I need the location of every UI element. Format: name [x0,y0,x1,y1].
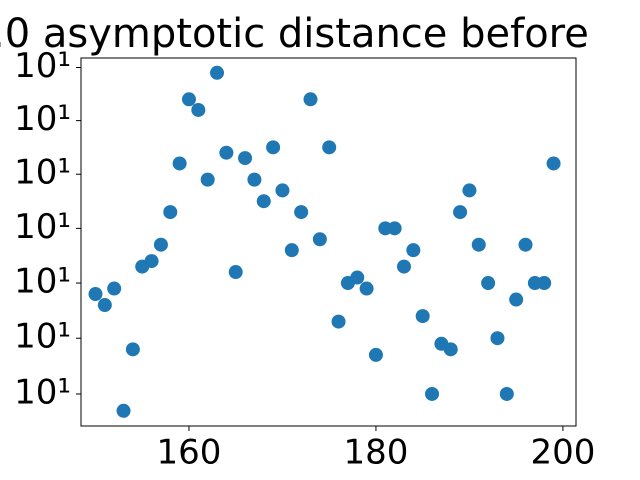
scatter-point [275,183,290,198]
scatter-point [200,172,215,187]
scatter-point [415,309,430,324]
scatter-point [359,281,374,296]
scatter-point [97,298,112,313]
scatter-point [219,145,234,160]
scatter-point [284,243,299,258]
scatter-point [322,140,337,155]
scatter-point [210,65,225,80]
scatter-point [144,254,159,269]
scatter-point [490,331,505,346]
scatter-point [247,172,262,187]
scatter-point [499,386,514,401]
scatter-point [191,102,206,117]
scatter-point [312,232,327,247]
y-tick-label: 10¹ [14,207,71,247]
scatter-point [406,243,421,258]
y-tick-label: 10¹ [14,262,71,302]
y-tick-label: 10¹ [14,99,71,139]
scatter-point [387,221,402,236]
chart-title: .0 asymptotic distance before [0,11,589,57]
scatter-point [425,386,440,401]
scatter-point [294,205,309,220]
scatter-point [453,205,468,220]
scatter-point [228,265,243,280]
scatter-point [546,156,561,171]
scatter-point [509,292,524,307]
x-tick-label: 180 [343,433,408,473]
scatter-point [303,92,318,107]
scatter-point [116,403,131,418]
scatter-point [88,287,103,302]
scatter-point [462,183,477,198]
scatter-point [471,237,486,252]
scatter-point [537,276,552,291]
y-tick-label: 10¹ [14,46,71,86]
scatter-point [266,140,281,155]
scatter-point [125,342,140,357]
x-tick-label: 160 [157,433,222,473]
scatter-point [107,281,122,296]
scatter-point [481,276,496,291]
scatter-point [368,347,383,362]
y-tick-label: 10¹ [14,317,71,357]
scatter-point [153,237,168,252]
scatter-point [256,194,271,209]
scatter-point [331,314,346,329]
scatter-point [181,92,196,107]
scatter-point [238,151,253,166]
y-tick-label: 10¹ [14,153,71,193]
plot-frame [80,57,577,427]
y-tick-label: 10¹ [14,372,71,412]
scatter-point [443,342,458,357]
scatter-point [396,259,411,274]
scatter-point [518,237,533,252]
scatter-point [172,156,187,171]
scatter-point [350,270,365,285]
scatter-point [163,205,178,220]
x-tick-label: 200 [530,433,595,473]
